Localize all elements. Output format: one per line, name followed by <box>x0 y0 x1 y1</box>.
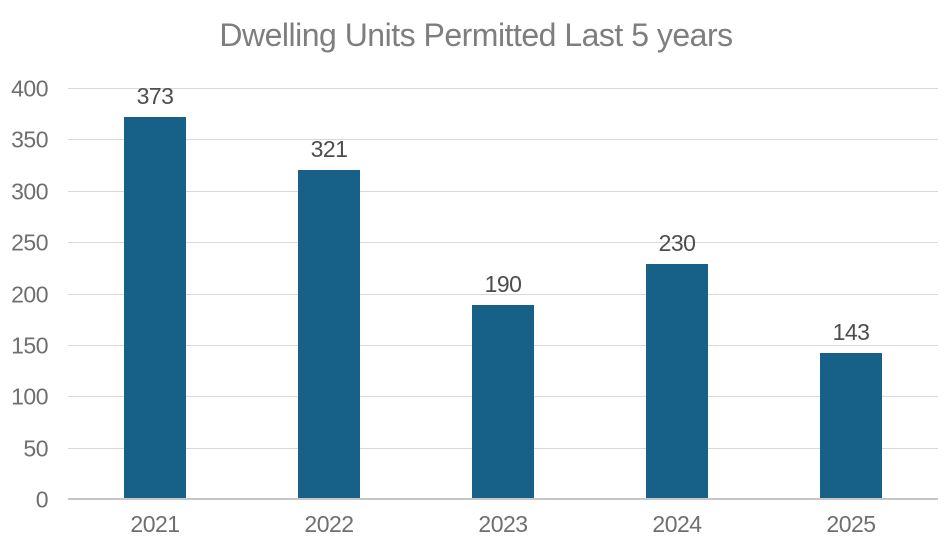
gridline-400 <box>68 88 938 89</box>
bar-2024: 230 <box>646 231 708 500</box>
bar-2025: 143 <box>820 320 882 500</box>
y-axis-tick-label-100: 100 <box>11 383 48 410</box>
chart-title: Dwelling Units Permitted Last 5 years <box>219 17 733 53</box>
gridline-300 <box>68 190 938 192</box>
y-axis-tick-label-0: 0 <box>35 486 49 513</box>
gridline-200 <box>68 293 938 295</box>
bar-value-label-2024: 230 <box>658 229 696 256</box>
plot-area: 0 50 100 150 200 250 300 350 400 373 2021 321 2022 19… <box>11 77 938 536</box>
bar-2023: 190 <box>472 272 534 500</box>
y-axis-tick-label-150: 150 <box>11 332 48 359</box>
x-axis-line <box>68 498 938 500</box>
x-axis-tick-label-2023: 2023 <box>478 511 528 537</box>
y-axis-tick-label-300: 300 <box>11 178 48 205</box>
gridline-250 <box>68 242 938 244</box>
bar-value-label-2025: 143 <box>832 319 870 346</box>
gridline-350 <box>68 139 938 141</box>
x-axis-tick-label-2025: 2025 <box>826 511 876 537</box>
x-axis-tick-label-2021: 2021 <box>130 511 180 537</box>
bar-2021: 373 <box>124 84 186 500</box>
bar-value-label-2021: 373 <box>136 82 174 109</box>
y-axis-tick-label-50: 50 <box>23 435 48 462</box>
y-axis-tick-label-200: 200 <box>11 281 48 307</box>
bar-value-label-2022: 321 <box>310 136 348 163</box>
bar-value-label-2023: 190 <box>484 270 522 297</box>
bar-2022: 321 <box>298 137 360 500</box>
y-axis-tick-label-250: 250 <box>11 229 48 256</box>
x-axis-tick-label-2022: 2022 <box>304 511 354 537</box>
y-axis-tick-label-350: 350 <box>11 126 48 153</box>
x-axis-tick-label-2024: 2024 <box>652 511 702 537</box>
y-axis-tick-label-400: 400 <box>11 75 48 102</box>
